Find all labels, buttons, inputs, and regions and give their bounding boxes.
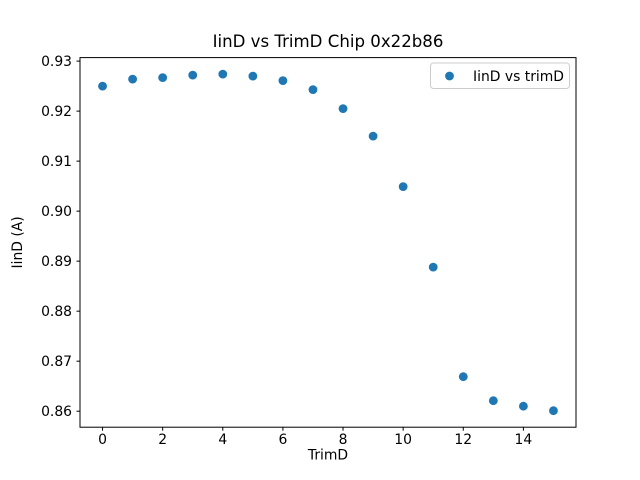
legend: IinD vs trimD	[430, 62, 570, 89]
y-tick-label: 0.90	[41, 204, 72, 220]
x-tick-label: 2	[158, 432, 167, 448]
x-axis-label: TrimD	[307, 448, 348, 464]
axes-spines	[79, 57, 577, 428]
scatter-point	[518, 401, 528, 411]
y-tick-label: 0.93	[41, 54, 72, 70]
scatter-point	[368, 131, 378, 141]
scatter-point	[218, 69, 228, 79]
data-points	[98, 69, 558, 416]
chart-title: IinD vs TrimD Chip 0x22b86	[213, 32, 444, 51]
legend-box	[430, 62, 570, 89]
axis-ticks: 0 2 4 6 8 10 12 14 0.86 0.87 0.88 0.89 0.90 0.91 0.92 0…	[41, 54, 532, 448]
legend-label: IinD vs trimD	[473, 69, 564, 85]
scatter-point	[338, 104, 348, 114]
scatter-point	[188, 70, 198, 80]
plot-frame	[79, 57, 577, 428]
scatter-point	[458, 372, 468, 382]
scatter-point	[98, 81, 107, 91]
x-tick-label: 12	[454, 432, 472, 448]
y-tick-label: 0.87	[41, 354, 72, 370]
y-tick-label: 0.86	[41, 404, 72, 420]
scatter-point	[278, 76, 288, 86]
y-axis-label: IinD (A)	[10, 216, 26, 268]
scatter-point	[128, 74, 138, 84]
scatter-point	[428, 262, 438, 272]
scatter-point	[398, 182, 408, 192]
x-tick-label: 0	[98, 432, 107, 448]
x-tick-label: 4	[218, 432, 227, 448]
scatter-point	[248, 71, 258, 81]
y-tick-label: 0.89	[41, 254, 72, 270]
x-tick-label: 10	[394, 432, 412, 448]
x-tick-label: 8	[339, 432, 348, 448]
scatter-point	[308, 85, 318, 95]
y-tick-label: 0.91	[41, 154, 72, 170]
scatter-point	[158, 73, 168, 83]
legend-marker-icon	[445, 71, 454, 81]
scatter-point	[488, 396, 498, 406]
x-tick-label: 14	[515, 432, 533, 448]
y-tick-label: 0.88	[41, 304, 72, 320]
scatter-point	[549, 406, 558, 416]
x-tick-label: 6	[278, 432, 287, 448]
y-tick-label: 0.92	[41, 104, 72, 120]
